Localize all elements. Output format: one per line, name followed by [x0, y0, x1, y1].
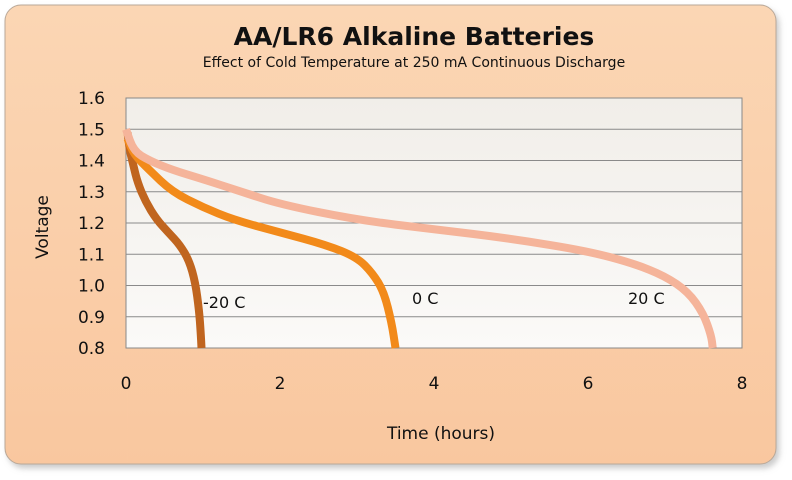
series-line	[123, 131, 206, 349]
series-labels: -20 C 0 C 20 C	[203, 289, 665, 312]
y-tick-label: 1.0	[78, 277, 105, 297]
x-axis-ticks: 0 2 4 6 8	[121, 374, 748, 394]
chart-title: AA/LR6 Alkaline Batteries	[234, 22, 595, 51]
y-tick-label: 1.5	[78, 120, 105, 140]
y-tick-label: 0.8	[78, 339, 105, 359]
series-line	[123, 137, 400, 349]
x-axis-label: Time (hours)	[386, 424, 495, 444]
x-tick-label: 6	[583, 374, 594, 394]
gridlines	[126, 128, 742, 318]
chart-subtitle: Effect of Cold Temperature at 250 mA Con…	[203, 55, 625, 71]
x-tick-label: 8	[737, 374, 748, 394]
y-tick-label: 1.4	[78, 152, 105, 172]
series-label: 0 C	[412, 289, 438, 308]
y-axis-label: Voltage	[33, 195, 53, 259]
y-tick-label: 1.2	[78, 214, 105, 234]
series-line	[122, 127, 717, 349]
y-tick-label: 1.6	[78, 89, 105, 109]
series-lines	[122, 127, 717, 349]
y-axis-ticks: 0.8 0.9 1.0 1.1 1.2 1.3 1.4 1.5 1.6	[78, 89, 105, 359]
y-tick-label: 0.9	[78, 308, 105, 328]
series-label: -20 C	[203, 293, 245, 312]
series-label: 20 C	[628, 289, 665, 308]
x-tick-label: 0	[121, 374, 132, 394]
y-tick-label: 1.3	[78, 183, 105, 203]
y-tick-label: 1.1	[78, 245, 105, 265]
x-tick-label: 4	[429, 374, 440, 394]
x-tick-label: 2	[275, 374, 286, 394]
